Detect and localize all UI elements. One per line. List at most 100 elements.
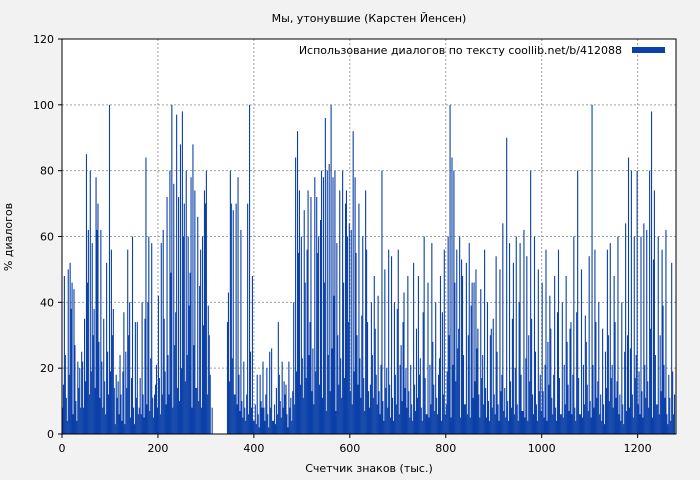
bar — [397, 249, 399, 434]
bar — [422, 312, 424, 434]
bar — [143, 417, 145, 434]
bar — [258, 427, 260, 434]
bar — [588, 256, 590, 434]
bar — [240, 229, 242, 434]
bar — [137, 414, 139, 434]
bar — [376, 404, 378, 435]
bar — [613, 276, 615, 434]
bar — [468, 243, 470, 434]
bar — [674, 394, 676, 434]
bar — [604, 351, 607, 434]
bar — [247, 203, 249, 434]
bar — [464, 404, 466, 435]
bar — [95, 177, 97, 434]
bar — [229, 170, 231, 435]
bar — [211, 407, 213, 434]
bar — [85, 154, 88, 434]
bar — [139, 378, 141, 434]
bar — [283, 381, 285, 434]
bar — [257, 414, 259, 434]
bar — [388, 249, 390, 434]
bar — [349, 391, 351, 434]
bar — [671, 262, 673, 434]
bar — [140, 414, 142, 434]
bar — [234, 394, 236, 434]
bar — [107, 351, 109, 434]
x-axis-label: Счетчик знаков (тыс.) — [305, 462, 433, 475]
bar — [492, 318, 494, 434]
bar — [341, 397, 343, 434]
bar — [526, 256, 528, 434]
bar — [326, 170, 328, 435]
bar — [557, 249, 560, 434]
bar — [599, 414, 601, 434]
bar — [242, 417, 244, 434]
bar — [416, 397, 418, 434]
bar — [158, 378, 160, 434]
bar — [186, 355, 188, 434]
bar — [189, 272, 191, 434]
bar — [424, 378, 426, 434]
bar — [178, 401, 181, 434]
bar — [569, 328, 571, 434]
bar — [368, 407, 371, 434]
bar — [130, 417, 132, 434]
bar — [378, 391, 380, 434]
bar — [525, 358, 527, 434]
bar — [437, 414, 439, 434]
bar — [646, 229, 648, 434]
bar — [650, 328, 652, 434]
bar — [560, 414, 562, 434]
bar — [184, 381, 186, 434]
bar — [365, 190, 367, 434]
bar — [580, 269, 583, 434]
bar — [304, 282, 306, 434]
bar — [587, 410, 589, 434]
bar — [62, 384, 64, 435]
bar — [648, 407, 650, 434]
bar — [479, 417, 481, 434]
bar — [272, 420, 275, 434]
bar — [134, 322, 136, 434]
bar — [64, 355, 66, 434]
bar — [353, 371, 355, 434]
x-tick-label: 1000 — [528, 442, 556, 455]
bar — [484, 249, 486, 434]
bar — [625, 223, 627, 434]
bar — [343, 282, 345, 434]
bar — [524, 417, 526, 434]
bar — [511, 318, 513, 434]
bar — [238, 374, 240, 434]
bar — [566, 341, 568, 434]
bar — [504, 387, 506, 434]
bar — [121, 420, 123, 434]
bar — [433, 384, 435, 435]
bar — [151, 243, 153, 434]
bar — [616, 381, 618, 434]
bar — [202, 236, 204, 434]
bar — [501, 374, 503, 434]
bar — [628, 407, 631, 434]
bar — [469, 417, 471, 434]
bar — [284, 394, 286, 434]
bar — [351, 404, 353, 435]
bar — [519, 243, 521, 434]
bar — [488, 420, 490, 434]
bar — [562, 417, 564, 434]
bar — [117, 381, 119, 434]
bar — [612, 407, 614, 434]
bar — [670, 420, 672, 434]
bar — [129, 302, 131, 434]
bar — [594, 249, 596, 434]
bar — [119, 355, 121, 434]
bar — [350, 229, 352, 434]
bar — [617, 236, 619, 434]
bar — [595, 322, 597, 434]
bar — [644, 364, 646, 435]
bar — [379, 414, 381, 434]
bar — [425, 414, 427, 434]
bar — [471, 282, 473, 434]
bar — [183, 203, 185, 434]
bar — [128, 335, 130, 434]
bar — [173, 183, 175, 434]
